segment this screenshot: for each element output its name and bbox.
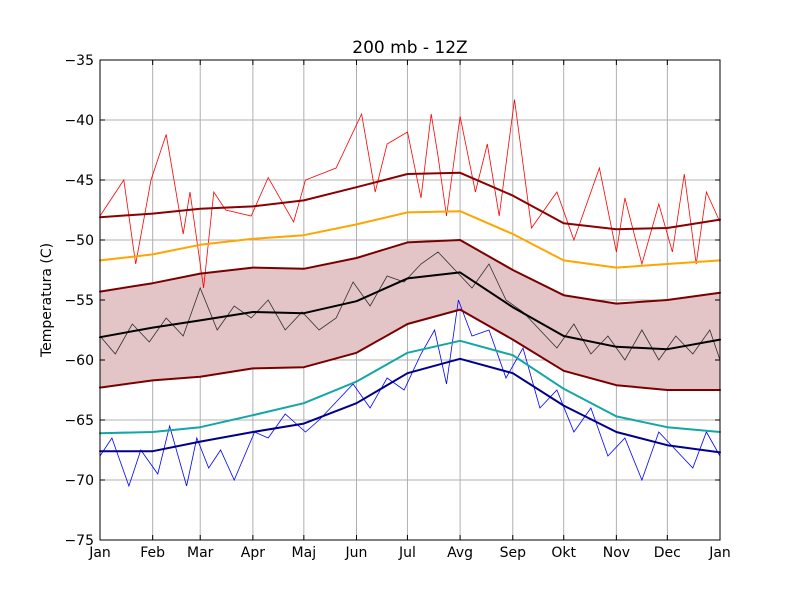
band-fill: [100, 240, 720, 390]
daily-mid-line: [99, 251, 721, 361]
x-tick-label: Jun: [345, 545, 368, 561]
band-upper-line: [99, 239, 721, 305]
x-tick-label: Mar: [187, 545, 214, 561]
daily-min-line: [99, 299, 721, 488]
y-tick-label: −70: [64, 473, 94, 489]
x-tick-label: Jan: [708, 545, 731, 561]
y-tick-label: −35: [64, 53, 94, 69]
daily-max-line: [99, 99, 721, 289]
y-axis-label: Temperatura (C): [39, 243, 55, 358]
axis-ticks: Jan Feb Mar Apr Maj Jun Jul Avg Sep Okt Nov Dec Jan−…: [64, 53, 730, 561]
y-tick-label: −75: [64, 533, 94, 549]
x-tick-label: Avg: [447, 545, 473, 561]
p10-smooth-line: [99, 339, 721, 435]
band-lower-line: [99, 308, 721, 391]
y-tick-label: −65: [64, 413, 94, 429]
x-tick-label: Okt: [551, 545, 576, 561]
x-tick-label: Maj: [292, 545, 317, 561]
x-tick-label: Sep: [500, 545, 527, 561]
daily-series: [99, 99, 721, 488]
smooth-series: [99, 171, 721, 454]
p90-smooth-line: [99, 210, 721, 269]
y-tick-label: −40: [64, 113, 94, 129]
x-tick-label: Dec: [654, 545, 681, 561]
band-area: [100, 240, 720, 390]
x-tick-label: Apr: [241, 545, 265, 561]
x-tick-label: Jul: [398, 545, 416, 561]
x-tick-label: Nov: [603, 545, 630, 561]
chart-title: 200 mb - 12Z: [352, 38, 467, 58]
y-tick-label: −60: [64, 353, 94, 369]
y-tick-label: −50: [64, 233, 94, 249]
x-tick-label: Feb: [140, 545, 165, 561]
min-smooth-line: [99, 357, 721, 454]
y-tick-label: −55: [64, 293, 94, 309]
x-tick-label: Jan: [88, 545, 111, 561]
mean-smooth-line: [99, 271, 721, 351]
max-smooth-line: [99, 171, 721, 231]
y-tick-label: −45: [64, 173, 94, 189]
